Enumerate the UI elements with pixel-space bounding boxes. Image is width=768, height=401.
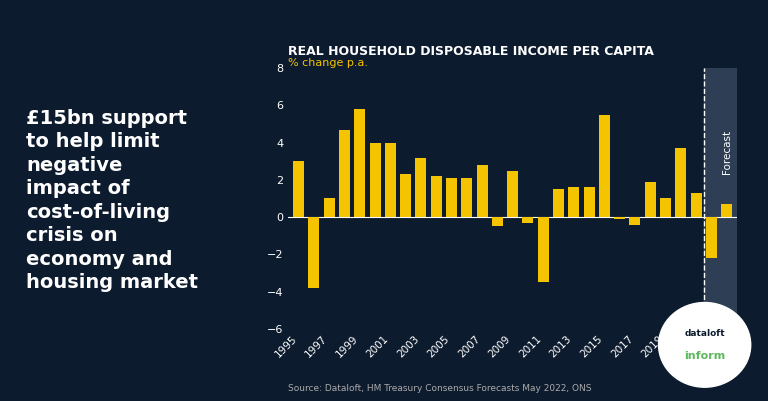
Bar (339, 130, 350, 217)
Bar (400, 174, 411, 217)
Text: Source: Dataloft, HM Treasury Consensus Forecasts May 2022, ONS: Source: Dataloft, HM Treasury Consensus … (288, 384, 591, 393)
Bar (703, 68, 736, 329)
Bar (354, 109, 366, 217)
Bar (477, 165, 488, 217)
Circle shape (658, 302, 751, 387)
Bar (538, 217, 548, 282)
Bar (660, 198, 671, 217)
Text: dataloft: dataloft (684, 329, 725, 338)
Bar (568, 187, 579, 217)
Bar (584, 187, 594, 217)
Bar (415, 158, 426, 217)
Bar (599, 115, 610, 217)
Text: Forecast: Forecast (722, 130, 732, 174)
Bar (690, 193, 701, 217)
Bar (385, 143, 396, 217)
Text: REAL HOUSEHOLD DISPOSABLE INCOME PER CAPITA: REAL HOUSEHOLD DISPOSABLE INCOME PER CAP… (288, 45, 654, 58)
Bar (721, 204, 732, 217)
Bar (309, 217, 319, 288)
Bar (553, 189, 564, 217)
Bar (462, 178, 472, 217)
Bar (630, 217, 641, 225)
Bar (369, 143, 381, 217)
Bar (492, 217, 503, 227)
Bar (675, 148, 687, 217)
Bar (614, 217, 625, 219)
Bar (324, 198, 335, 217)
Bar (446, 178, 457, 217)
Bar (507, 170, 518, 217)
Bar (522, 217, 534, 223)
Bar (706, 217, 717, 258)
Bar (431, 176, 442, 217)
Text: £15bn support
to help limit
negative
impact of
cost-of-living
crisis on
economy : £15bn support to help limit negative imp… (26, 109, 198, 292)
Bar (644, 182, 656, 217)
Text: % change p.a.: % change p.a. (288, 58, 368, 68)
Text: inform: inform (684, 351, 725, 361)
Bar (293, 161, 304, 217)
